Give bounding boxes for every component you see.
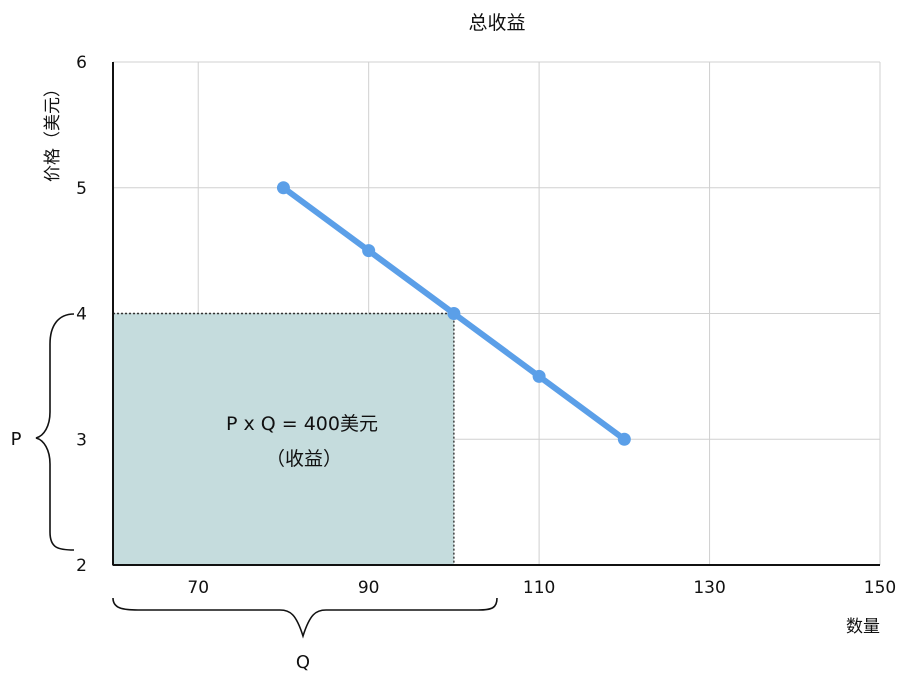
y-tick-label: 2 — [76, 556, 87, 576]
y-axis-label: 价格（美元） — [43, 80, 63, 182]
revenue-label-line2: （收益） — [266, 448, 342, 470]
chart-title: 总收益 — [468, 12, 525, 34]
tick-labels: 70 90 110 130 150 2 3 4 5 6 — [76, 53, 896, 598]
data-point — [276, 181, 290, 195]
q-brace-label: Q — [296, 652, 310, 673]
data-point — [362, 244, 376, 258]
q-brace — [112, 597, 498, 639]
x-axis-label: 数量 — [846, 617, 880, 637]
p-brace-label: P — [11, 429, 22, 450]
x-tick-label: 130 — [693, 578, 725, 598]
p-brace — [35, 313, 75, 551]
y-tick-label: 4 — [76, 305, 87, 325]
axes — [112, 62, 880, 566]
data-point — [532, 369, 546, 383]
data-point — [617, 432, 631, 446]
series-group — [276, 181, 631, 446]
y-tick-label: 5 — [76, 179, 87, 199]
y-tick-label: 3 — [76, 430, 87, 450]
x-tick-label: 110 — [523, 578, 555, 598]
x-tick-label: 90 — [358, 578, 380, 598]
revenue-label-line1: P x Q = 400美元 — [226, 413, 378, 435]
y-tick-label: 6 — [76, 53, 87, 73]
revenue-area — [112, 312, 455, 566]
x-tick-label: 150 — [864, 578, 896, 598]
x-tick-label: 70 — [187, 578, 209, 598]
data-point — [447, 307, 461, 320]
